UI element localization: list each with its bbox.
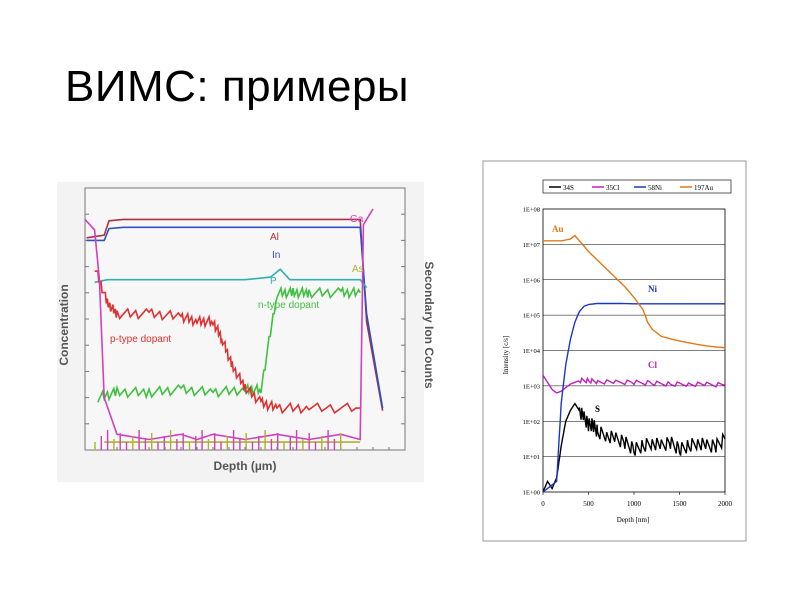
right-annotation-ni: Ni	[648, 284, 657, 294]
right-y-tick-label: 1E+06	[523, 277, 541, 284]
right-x-tick-label: 2000	[718, 500, 733, 508]
right-y-axis-label: Intensity [c/s]	[502, 336, 510, 375]
right-x-tick-label: 1500	[673, 500, 688, 508]
right-gridlines: 1E+00 1E+01 1E+02 1E+03 1E+04 1E+05 1E+06 1E+07…	[523, 207, 733, 509]
left-series-group	[84, 208, 384, 450]
left-annotations: Al In Pn-type dopant p-type dopant Ga As	[110, 214, 364, 345]
right-legend-label-34s: 34S	[563, 184, 574, 192]
left-annotation-p: P	[270, 276, 277, 287]
right-y-tick-label: 1E+02	[523, 419, 540, 426]
right-x-tick-label: 500	[583, 500, 594, 508]
right-annotations: Au Ni Cl S	[552, 224, 657, 414]
left-y-axis-label: Concentration	[57, 284, 71, 365]
right-y-tick-label: 1E+07	[523, 242, 541, 249]
right-series-58ni	[542, 302, 725, 493]
left-series-p-type-dopant	[94, 270, 361, 415]
left-series-p	[94, 268, 368, 289]
right-series-197au	[543, 234, 726, 349]
right-y-tick-label: 1E+04	[523, 348, 541, 355]
right-legend-label-58ni: 58Ni	[648, 184, 662, 192]
right-chart-frame	[482, 160, 747, 542]
right-y-tick-label: 1E+01	[523, 454, 540, 461]
slide-title: ВИМС: примеры	[65, 62, 410, 111]
right-y-tick-label: 1E+08	[523, 207, 540, 214]
left-annotation-n-type-dopant: n-type dopant	[258, 300, 319, 311]
right-x-tick-label: 0	[541, 500, 545, 508]
right-annotation-au: Au	[552, 224, 564, 234]
right-series-34s	[542, 402, 726, 493]
left-y2-axis-label: Secondary Ion Counts	[422, 261, 436, 389]
right-legend-label-197au: 197Au	[694, 184, 714, 192]
right-x-axis-label: Depth [nm]	[617, 516, 649, 524]
right-y-tick-label: 1E+05	[523, 313, 540, 320]
left-annotation-p-type-dopant: p-type dopant	[110, 334, 171, 345]
left-x-axis-label: Depth (µm)	[214, 459, 277, 473]
right-legend-entries: 34S 35Cl 58Ni 197Au	[549, 184, 714, 192]
right-series-35cl	[542, 374, 725, 394]
left-annotation-ga: Ga	[350, 214, 364, 225]
right-annotation-cl: Cl	[648, 360, 657, 370]
left-annotation-al: Al	[270, 232, 279, 243]
right-legend-label-35cl: 35Cl	[606, 184, 620, 192]
right-series-group	[542, 234, 726, 493]
right-annotation-s: S	[595, 404, 600, 414]
left-series-ga	[84, 208, 374, 441]
right-y-tick-label: 1E+00	[523, 490, 540, 497]
right-x-tick-label: 1000	[627, 500, 642, 508]
right-y-tick-label: 1E+03	[523, 383, 540, 390]
left-annotation-as: As	[352, 264, 364, 275]
left-annotation-in: In	[272, 250, 280, 261]
